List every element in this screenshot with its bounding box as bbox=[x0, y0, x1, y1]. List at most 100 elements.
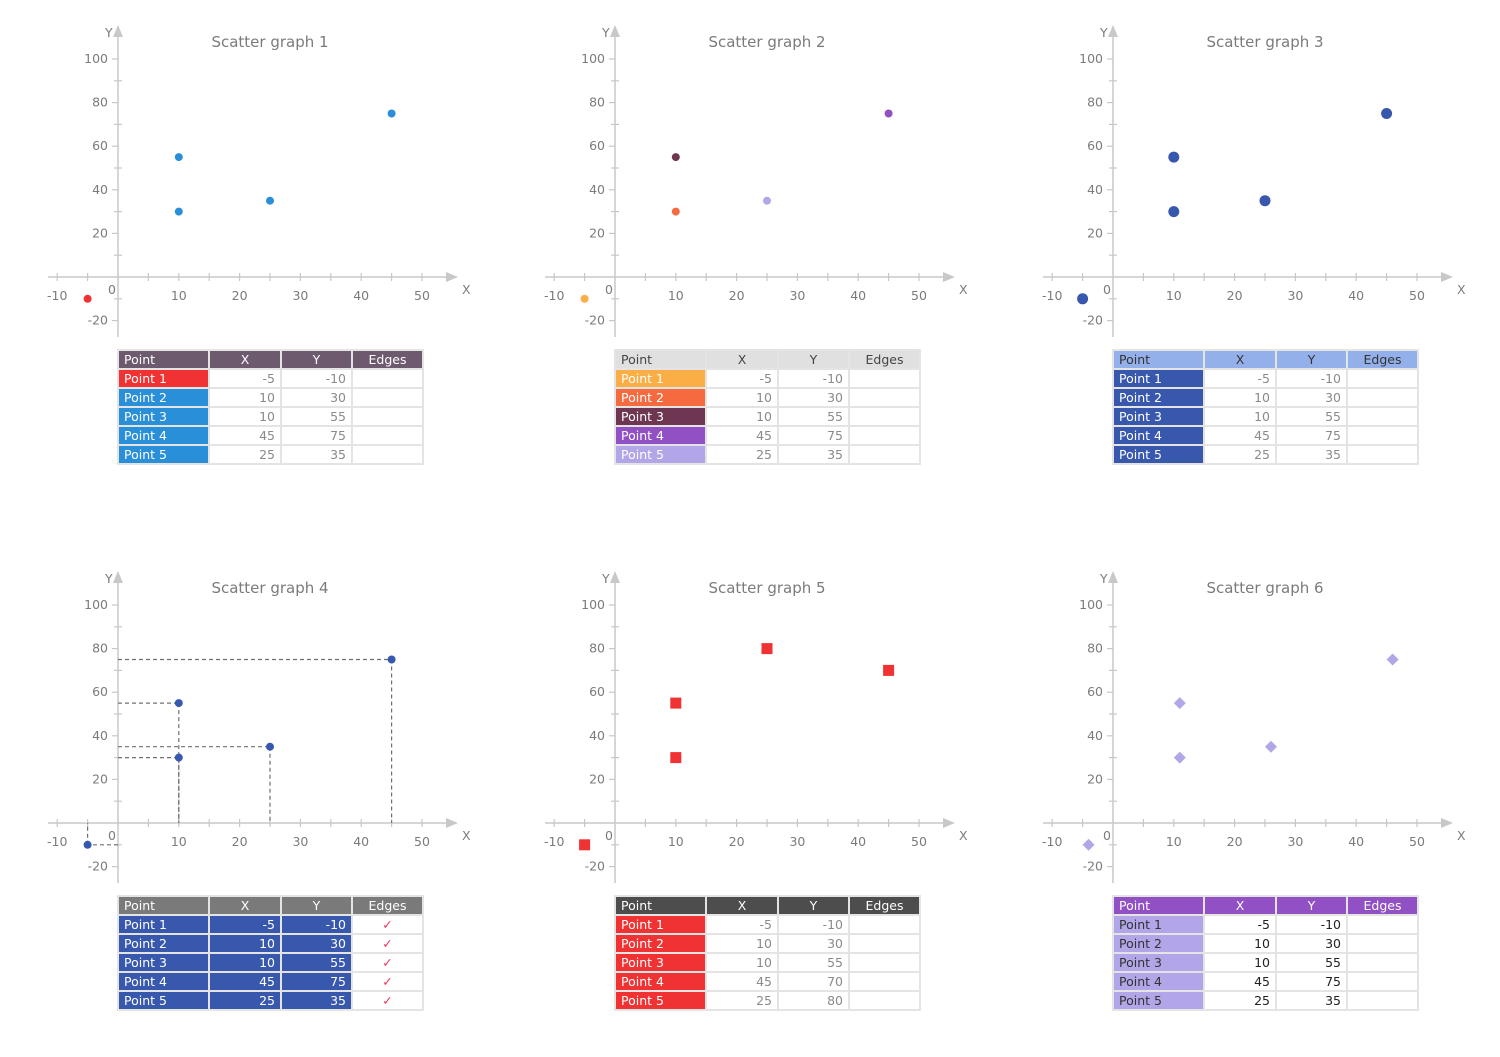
y-axis-arrow-icon bbox=[1108, 25, 1118, 37]
edges-cell[interactable] bbox=[848, 933, 921, 954]
x-tick-label: 50 bbox=[1409, 834, 1425, 849]
edges-cell[interactable] bbox=[1346, 425, 1419, 446]
y-axis-arrow-icon bbox=[113, 25, 123, 37]
y-axis-label: Y bbox=[1099, 25, 1108, 40]
x-tick-label: 20 bbox=[1227, 834, 1243, 849]
edges-cell[interactable] bbox=[848, 990, 921, 1011]
scatter-graph-panel: Scatter graph 4 X Y -10 0 10 20 30 40 50 -20 20 40 60… bbox=[0, 0, 471, 1011]
edges-cell[interactable] bbox=[848, 914, 921, 935]
edges-cell[interactable] bbox=[848, 971, 921, 992]
table-header-x: X bbox=[208, 895, 282, 916]
x-tick-label: 30 bbox=[1287, 834, 1303, 849]
edges-cell[interactable] bbox=[1346, 971, 1419, 992]
edges-cell[interactable] bbox=[351, 425, 424, 446]
table-header-x: X bbox=[705, 895, 779, 916]
y-tick-label: 100 bbox=[1079, 51, 1103, 66]
edges-cell[interactable] bbox=[1346, 914, 1419, 935]
edges-cell[interactable]: ✓ bbox=[351, 914, 424, 935]
table-row: Point 1 -5 -10 bbox=[614, 368, 921, 389]
edges-cell[interactable] bbox=[848, 368, 921, 389]
y-value-cell: 30 bbox=[280, 933, 353, 954]
y-tick-label: 100 bbox=[1079, 597, 1103, 612]
edges-cell[interactable] bbox=[1346, 952, 1419, 973]
y-tick-label: 100 bbox=[84, 51, 108, 66]
table-row: Point 2 10 30 ✓ bbox=[117, 933, 424, 954]
table-row: Point 3 10 55 bbox=[1112, 406, 1419, 427]
edges-cell[interactable] bbox=[1346, 406, 1419, 427]
x-value-cell: 25 bbox=[705, 990, 779, 1011]
x-tick-label: 50 bbox=[911, 834, 927, 849]
y-value-cell: 35 bbox=[280, 444, 353, 465]
data-point bbox=[763, 196, 771, 205]
x-tick-label: 40 bbox=[850, 834, 866, 849]
edges-cell[interactable] bbox=[1346, 444, 1419, 465]
point-label-cell: Point 4 bbox=[1112, 971, 1205, 992]
edges-cell[interactable] bbox=[848, 952, 921, 973]
y-value-cell: 30 bbox=[777, 387, 850, 408]
y-value-cell: 30 bbox=[1275, 387, 1348, 408]
point-label-cell: Point 5 bbox=[1112, 444, 1205, 465]
y-tick-label: 60 bbox=[1087, 684, 1103, 699]
data-point bbox=[883, 664, 895, 676]
edges-cell[interactable] bbox=[351, 387, 424, 408]
y-value-cell: 80 bbox=[777, 990, 850, 1011]
x-tick-label: 0 bbox=[1103, 282, 1111, 297]
edges-cell[interactable] bbox=[848, 425, 921, 446]
edges-cell[interactable]: ✓ bbox=[351, 952, 424, 973]
y-value-cell: 75 bbox=[1275, 971, 1348, 992]
x-tick-label: -10 bbox=[47, 834, 67, 849]
y-tick-label: 80 bbox=[92, 641, 108, 656]
x-tick-label: 50 bbox=[1409, 288, 1425, 303]
data-point bbox=[1173, 697, 1186, 710]
y-value-cell: 35 bbox=[777, 444, 850, 465]
chart-title: Scatter graph 1 bbox=[211, 33, 328, 51]
data-point bbox=[580, 294, 589, 303]
table-header-y: Y bbox=[1275, 349, 1348, 370]
point-label-cell: Point 5 bbox=[1112, 990, 1205, 1011]
x-tick-label: 30 bbox=[1287, 288, 1303, 303]
point-label-cell: Point 1 bbox=[1112, 368, 1205, 389]
data-point bbox=[579, 839, 591, 851]
table-row: Point 2 10 30 bbox=[1112, 387, 1419, 408]
x-tick-label: 20 bbox=[232, 834, 248, 849]
y-axis-label: Y bbox=[104, 571, 113, 586]
y-value-cell: -10 bbox=[1275, 368, 1348, 389]
data-point bbox=[1259, 195, 1271, 207]
points-table: Point X Y Edges Point 1 -5 -10 ✓ Point 2 10 30 ✓ Poi… bbox=[117, 895, 424, 1011]
edges-cell[interactable] bbox=[351, 368, 424, 389]
edges-cell[interactable] bbox=[1346, 933, 1419, 954]
x-tick-label: -10 bbox=[1042, 834, 1062, 849]
table-row: Point 3 10 55 bbox=[614, 406, 921, 427]
edges-cell[interactable]: ✓ bbox=[351, 933, 424, 954]
edges-cell[interactable] bbox=[848, 387, 921, 408]
edges-cell[interactable] bbox=[848, 444, 921, 465]
x-value-cell: -5 bbox=[208, 368, 282, 389]
table-header-edges: Edges bbox=[351, 349, 424, 370]
edges-cell[interactable]: ✓ bbox=[351, 990, 424, 1011]
edges-cell[interactable] bbox=[1346, 368, 1419, 389]
x-tick-label: 0 bbox=[108, 828, 116, 843]
table-header-row: Point X Y Edges bbox=[1112, 349, 1419, 370]
y-tick-label: 60 bbox=[1087, 138, 1103, 153]
x-tick-label: 20 bbox=[1227, 288, 1243, 303]
edges-cell[interactable] bbox=[848, 406, 921, 427]
edges-cell[interactable]: ✓ bbox=[351, 971, 424, 992]
y-value-cell: -10 bbox=[777, 368, 850, 389]
table-row: Point 1 -5 -10 bbox=[1112, 368, 1419, 389]
edges-cell[interactable] bbox=[1346, 387, 1419, 408]
edges-cell[interactable] bbox=[351, 406, 424, 427]
y-tick-label: -20 bbox=[585, 313, 605, 328]
edges-cell[interactable] bbox=[351, 444, 424, 465]
x-tick-label: 30 bbox=[789, 834, 805, 849]
edges-cell[interactable] bbox=[1346, 990, 1419, 1011]
y-value-cell: 55 bbox=[777, 952, 850, 973]
table-header-row: Point X Y Edges bbox=[614, 895, 921, 916]
data-point bbox=[671, 153, 680, 162]
data-point bbox=[387, 109, 396, 118]
data-point bbox=[1077, 293, 1089, 305]
y-tick-label: -20 bbox=[1083, 859, 1103, 874]
y-tick-label: 40 bbox=[589, 182, 605, 197]
point-label-cell: Point 2 bbox=[1112, 933, 1205, 954]
table-header-point: Point bbox=[1112, 349, 1205, 370]
chart-title: Scatter graph 6 bbox=[1206, 579, 1323, 597]
